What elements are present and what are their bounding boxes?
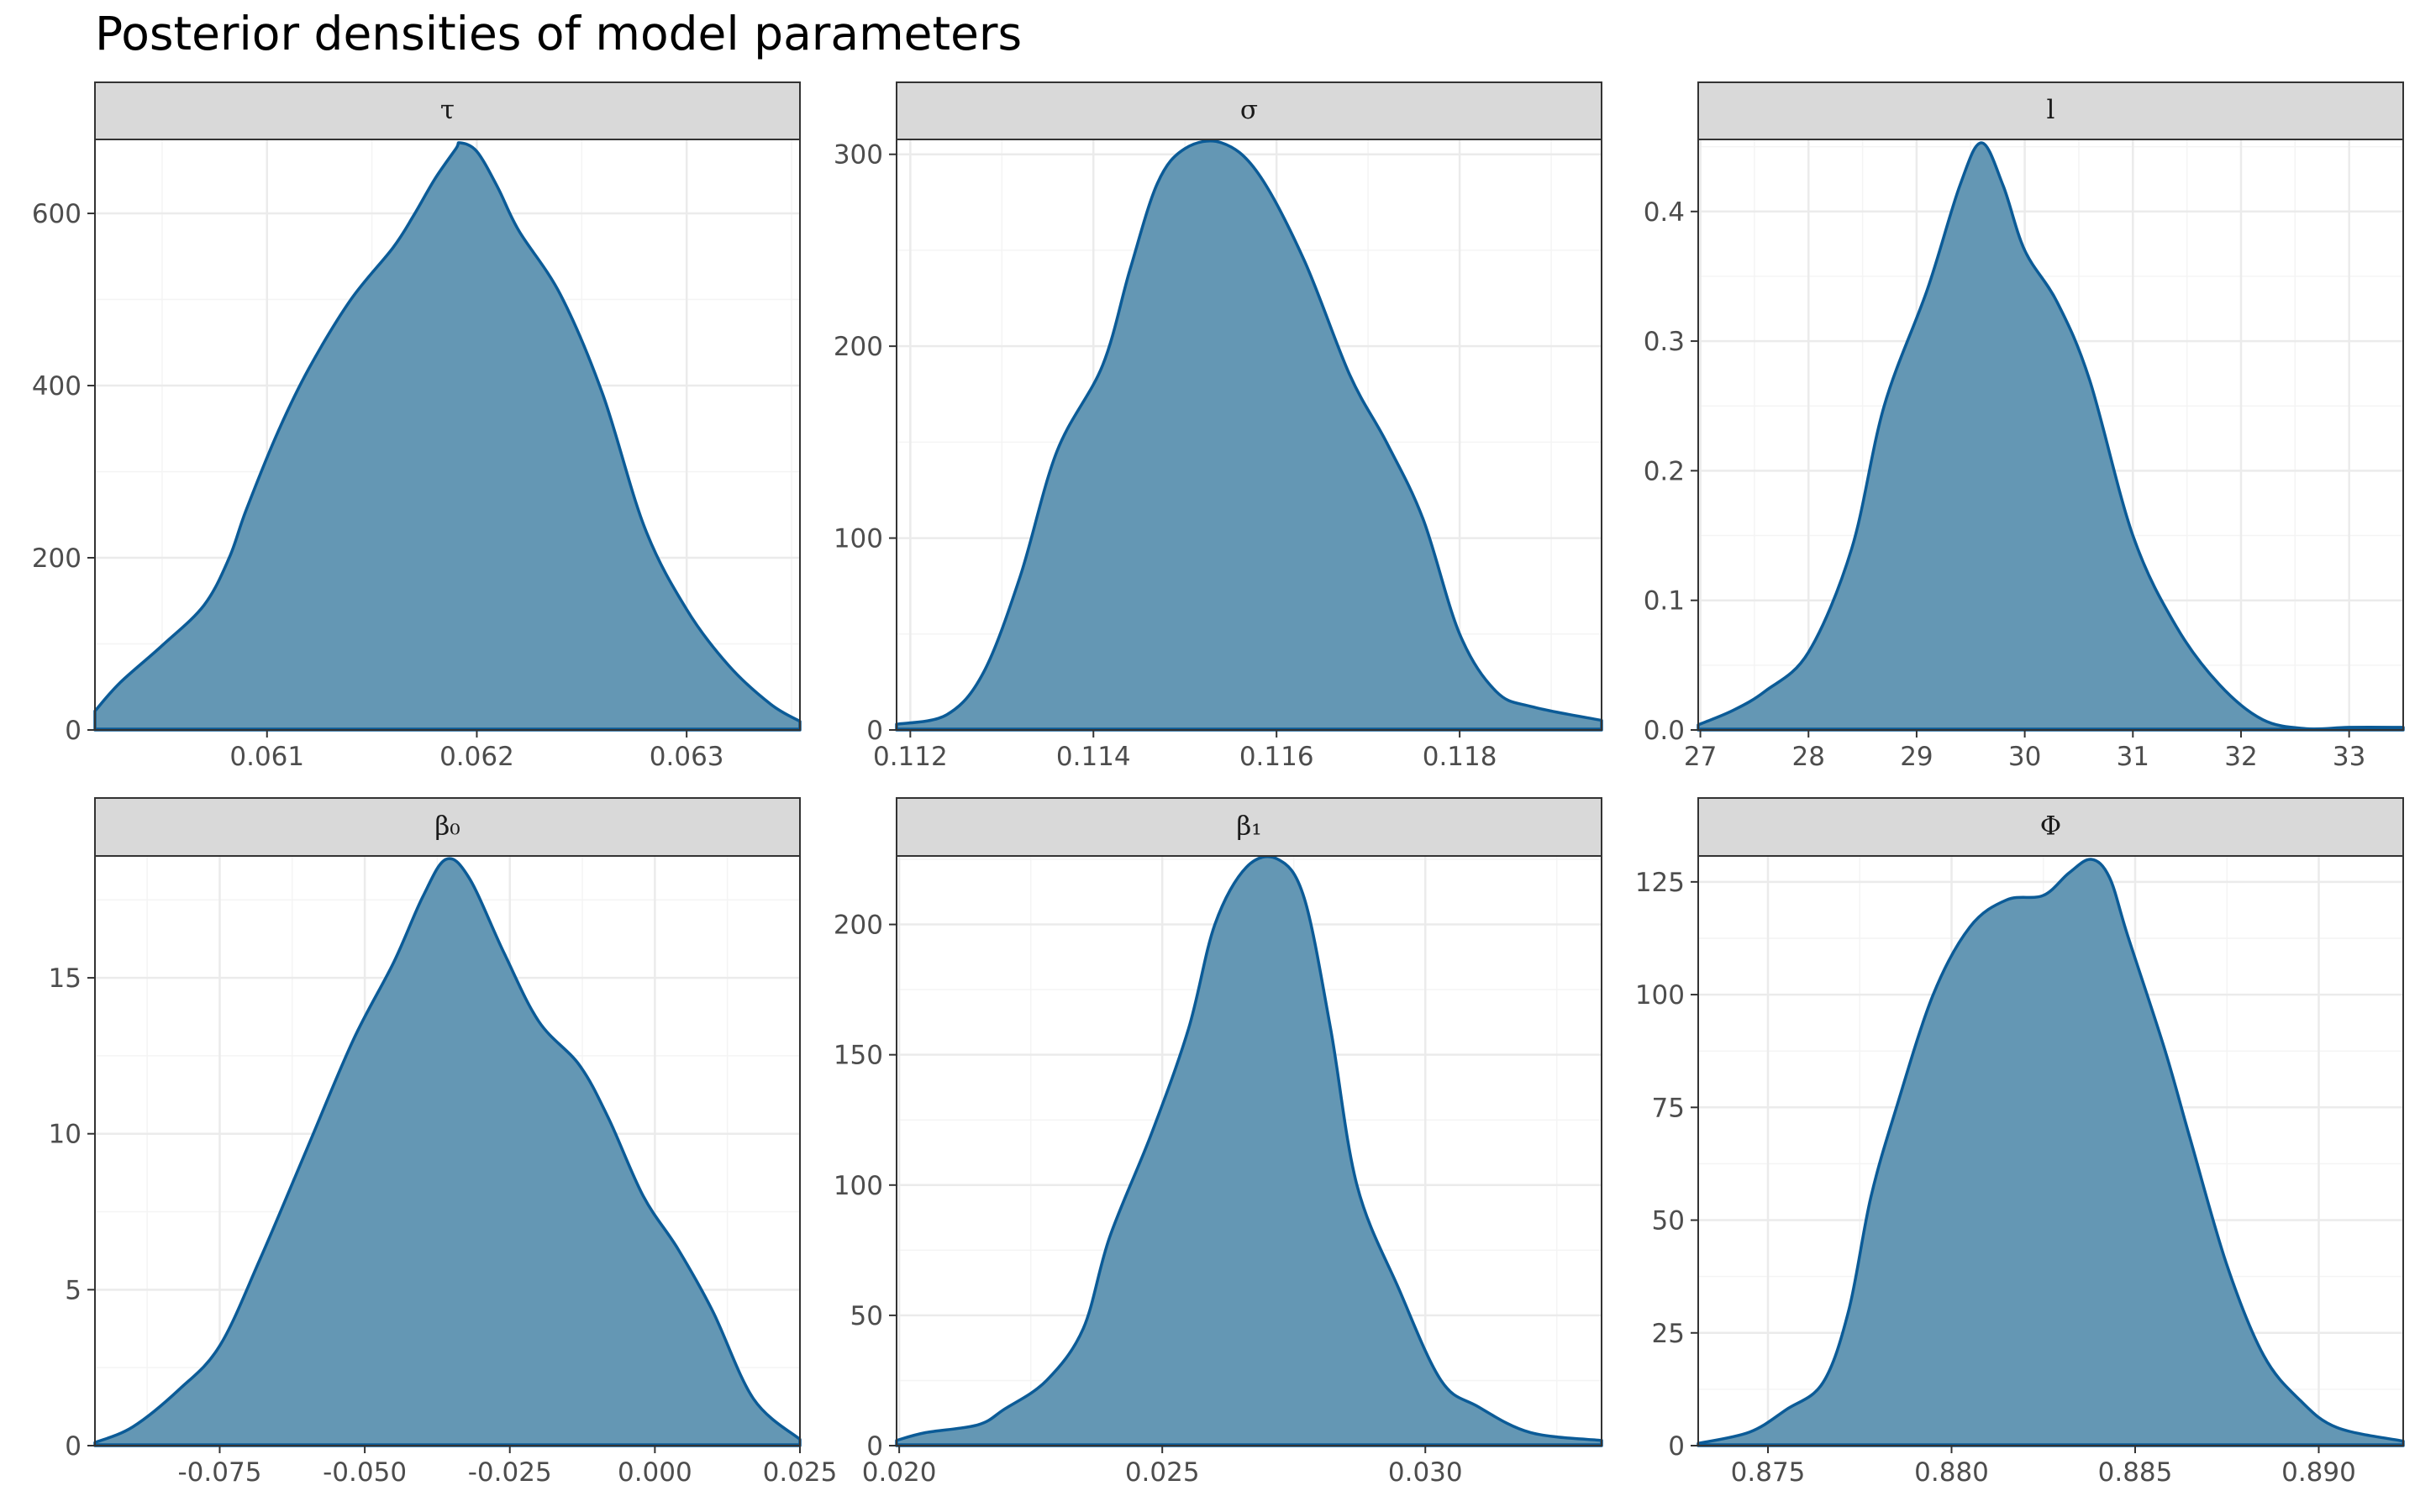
y-tick-label: 50 xyxy=(1652,1206,1685,1236)
x-tick-label: 0.880 xyxy=(1914,1457,1989,1488)
x-tick-label: 31 xyxy=(2117,742,2149,772)
x-tick-label: 0.885 xyxy=(2098,1457,2173,1488)
panel-4: β₀ -0.075 -0.050 -0.025 0.000 0.025 0 5 10 15 xyxy=(49,798,838,1488)
y-tick-label: 150 xyxy=(834,1041,883,1071)
y-tick-label: 200 xyxy=(834,332,883,362)
x-tick-label: 29 xyxy=(1900,742,1933,772)
y-tick-label: 0.1 xyxy=(1644,586,1685,617)
y-tick-label: 15 xyxy=(49,963,82,994)
x-tick-label: 0.062 xyxy=(439,742,514,772)
x-tick-label: 0.025 xyxy=(763,1457,838,1488)
y-tick-label: 100 xyxy=(834,1171,883,1201)
panel-5: β₁ 0.020 0.025 0.030 0 50 100 150 200 xyxy=(834,798,1602,1488)
strip-label: σ xyxy=(1240,95,1258,125)
x-tick-label: 0.000 xyxy=(618,1457,692,1488)
panel-1: τ 0.061 0.062 0.063 0 200 400 600 xyxy=(32,82,800,772)
y-tick-label: 100 xyxy=(834,524,883,554)
x-tick-label: -0.075 xyxy=(177,1457,261,1488)
y-tick-label: 0 xyxy=(866,716,883,746)
y-tick-label: 25 xyxy=(1652,1319,1685,1349)
y-tick-label: 0 xyxy=(65,1431,82,1462)
y-tick-label: 300 xyxy=(834,140,883,171)
panel-6: Φ 0.875 0.880 0.885 0.890 0 25 50 75 100 125 xyxy=(1635,798,2403,1488)
x-tick-label: 0.118 xyxy=(1423,742,1497,772)
x-tick-label: -0.050 xyxy=(323,1457,407,1488)
strip-label: τ xyxy=(440,95,455,125)
y-tick-label: 0.4 xyxy=(1644,197,1685,228)
strip-label: β₀ xyxy=(434,811,460,842)
y-tick-label: 600 xyxy=(32,199,82,229)
x-tick-label: 32 xyxy=(2224,742,2257,772)
y-tick-label: 5 xyxy=(65,1275,82,1305)
x-tick-label: 0.030 xyxy=(1388,1457,1463,1488)
x-tick-label: 0.112 xyxy=(873,742,948,772)
y-tick-label: 0.0 xyxy=(1644,716,1685,746)
x-tick-label: 30 xyxy=(2008,742,2041,772)
y-tick-label: 75 xyxy=(1652,1093,1685,1123)
y-tick-label: 0.2 xyxy=(1644,456,1685,486)
x-tick-label: 27 xyxy=(1684,742,1717,772)
panel-2: σ 0.112 0.114 0.116 0.118 0 100 200 300 xyxy=(834,82,1602,772)
x-tick-label: -0.025 xyxy=(468,1457,552,1488)
x-tick-label: 0.061 xyxy=(229,742,304,772)
y-tick-label: 50 xyxy=(850,1301,883,1331)
strip-label: Φ xyxy=(2040,811,2061,842)
strip-label: β₁ xyxy=(1236,811,1261,842)
x-tick-label: 0.890 xyxy=(2281,1457,2356,1488)
x-tick-label: 0.020 xyxy=(862,1457,937,1488)
x-tick-label: 28 xyxy=(1792,742,1825,772)
x-tick-label: 0.875 xyxy=(1731,1457,1806,1488)
strip-label: l xyxy=(2047,95,2055,125)
x-tick-label: 0.116 xyxy=(1239,742,1314,772)
panel-3: l 27 28 29 30 31 32 33 0.0 0.1 0.2 0.3 0.4 xyxy=(1644,82,2403,772)
x-tick-label: 0.063 xyxy=(650,742,724,772)
y-tick-label: 0 xyxy=(866,1431,883,1462)
y-tick-label: 0.3 xyxy=(1644,327,1685,357)
x-tick-label: 33 xyxy=(2333,742,2365,772)
y-tick-label: 200 xyxy=(32,543,82,574)
y-tick-label: 0 xyxy=(1668,1431,1685,1462)
x-tick-label: 0.114 xyxy=(1056,742,1131,772)
y-tick-label: 100 xyxy=(1635,980,1685,1011)
y-tick-label: 10 xyxy=(49,1120,82,1150)
x-tick-label: 0.025 xyxy=(1125,1457,1200,1488)
y-tick-label: 200 xyxy=(834,911,883,941)
y-tick-label: 400 xyxy=(32,371,82,402)
y-tick-label: 0 xyxy=(65,716,82,746)
y-tick-label: 125 xyxy=(1635,868,1685,898)
